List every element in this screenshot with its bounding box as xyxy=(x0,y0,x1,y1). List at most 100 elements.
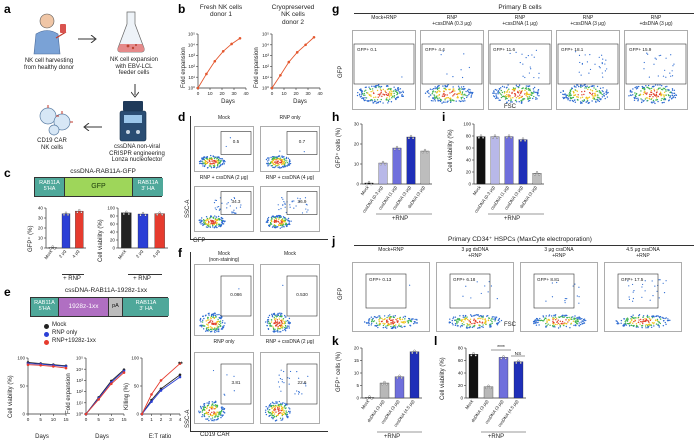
event-dot xyxy=(635,97,637,100)
event-dot xyxy=(404,321,407,324)
event-dot xyxy=(480,317,482,320)
event-dot xyxy=(280,312,282,314)
flow-plot: Mock+RNP GFP+ 0.1 xyxy=(352,15,416,110)
event-dot xyxy=(492,316,494,318)
event-dot xyxy=(538,324,540,326)
event-dot xyxy=(397,87,400,89)
event-dot xyxy=(390,92,393,95)
event-dot xyxy=(219,225,222,228)
event-dot xyxy=(463,321,465,323)
event-dot xyxy=(451,322,454,325)
event-dot xyxy=(212,316,214,318)
event-dot xyxy=(571,96,573,99)
event-dot xyxy=(210,418,212,420)
positive-event-dot xyxy=(304,383,307,385)
event-dot xyxy=(277,404,279,406)
event-dot xyxy=(525,85,528,87)
g-header: Primary B cells xyxy=(498,4,542,11)
event-dot xyxy=(394,88,397,91)
y-tick-label: 20 xyxy=(110,238,116,243)
x-tick-label: 40 xyxy=(243,91,249,96)
event-dot xyxy=(664,317,666,320)
sig-stars: **** xyxy=(497,345,505,351)
event-dot xyxy=(563,93,565,96)
plot-frame xyxy=(194,126,254,172)
positive-event-dot xyxy=(632,291,634,293)
event-dot xyxy=(650,89,653,92)
event-dot xyxy=(531,94,533,96)
event-dot xyxy=(487,317,490,319)
event-dot xyxy=(520,91,522,94)
event-dot xyxy=(571,87,573,89)
y-tick-label: 100 xyxy=(131,356,139,361)
event-dot xyxy=(204,406,206,409)
bar xyxy=(379,382,390,399)
event-dot xyxy=(647,84,650,87)
gate-percentage: GFP+ 15.9 xyxy=(629,47,652,52)
event-dot xyxy=(268,406,270,408)
event-dot xyxy=(460,319,463,322)
flow-plot-title: RNP + cssDNA (2 μg) xyxy=(265,339,315,345)
event-dot xyxy=(591,95,594,97)
event-dot xyxy=(383,318,386,321)
event-dot xyxy=(387,100,390,103)
event-dot xyxy=(213,164,216,166)
event-dot xyxy=(624,323,626,325)
event-dot xyxy=(199,325,201,327)
event-dot xyxy=(520,102,523,104)
event-dot xyxy=(579,97,582,99)
y-tick-label: 20 xyxy=(354,346,360,351)
event-dot xyxy=(471,326,474,329)
event-dot xyxy=(203,220,205,222)
event-dot xyxy=(642,93,645,96)
replicate-dot xyxy=(76,211,79,214)
event-dot xyxy=(265,405,267,408)
positive-event-dot xyxy=(238,288,240,290)
event-dot xyxy=(394,327,397,329)
event-dot xyxy=(545,315,547,317)
event-dot xyxy=(461,325,464,327)
event-dot xyxy=(451,90,454,92)
positive-event-dot xyxy=(214,199,216,201)
event-dot xyxy=(217,413,220,415)
positive-event-dot xyxy=(490,285,493,287)
event-dot xyxy=(637,316,640,319)
event-dot xyxy=(595,90,597,93)
event-dot xyxy=(387,99,390,101)
positive-event-dot xyxy=(297,197,299,199)
event-dot xyxy=(386,316,388,319)
j-header: Primary CD34⁺ HSPCs (MaxCyte electropora… xyxy=(448,236,592,243)
event-dot xyxy=(213,323,215,326)
positive-event-dot xyxy=(298,391,301,393)
event-dot xyxy=(403,322,405,324)
positive-event-dot xyxy=(465,285,467,287)
event-dot xyxy=(282,218,284,220)
event-dot xyxy=(212,328,215,330)
y-tick-label: 10 xyxy=(354,162,360,167)
e-xlabel-1: Days xyxy=(35,434,49,440)
event-dot xyxy=(287,410,290,413)
replicate-dot xyxy=(426,151,429,154)
event-dot xyxy=(271,416,273,419)
event-dot xyxy=(664,98,667,100)
event-dot xyxy=(280,404,283,406)
y-tick-label: 10¹ xyxy=(188,75,195,80)
event-dot xyxy=(522,98,524,101)
gate xyxy=(625,43,687,85)
event-dot xyxy=(376,316,379,318)
event-dot xyxy=(381,95,383,98)
event-dot xyxy=(546,320,548,322)
event-dot xyxy=(634,317,636,319)
event-dot xyxy=(199,221,201,224)
event-dot xyxy=(210,157,212,159)
event-dot xyxy=(466,96,468,99)
event-dot xyxy=(532,92,535,94)
positive-event-dot xyxy=(632,297,634,300)
event-dot xyxy=(548,314,551,316)
event-dot xyxy=(279,314,282,316)
event-dot xyxy=(633,99,636,101)
event-dot xyxy=(496,323,498,325)
event-dot xyxy=(272,330,274,333)
positive-event-dot xyxy=(281,378,283,381)
event-dot xyxy=(222,159,224,162)
